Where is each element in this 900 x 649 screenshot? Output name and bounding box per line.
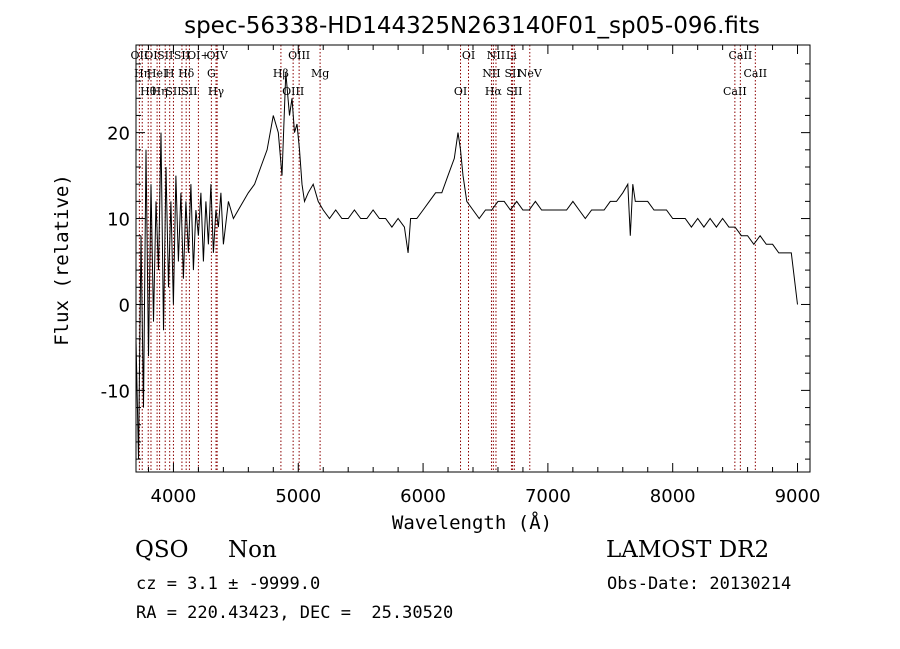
- line-marker-label: Li: [506, 49, 517, 62]
- x-tick-label: 9000: [775, 486, 821, 507]
- line-marker-label: SII: [181, 85, 197, 98]
- line-marker-label: OI+: [187, 49, 210, 62]
- line-marker-label: HeI: [147, 67, 167, 80]
- y-tick-label: 0: [119, 295, 130, 316]
- line-marker-label: CaII: [729, 49, 753, 62]
- x-axis-label: Wavelength (Å): [392, 511, 552, 534]
- line-marker-label: OIII: [288, 49, 310, 62]
- plot-frame: [135, 44, 811, 473]
- y-axis-label: Flux (relative): [51, 174, 73, 346]
- line-marker-label: H: [165, 67, 175, 80]
- survey-label: LAMOST DR2: [606, 537, 770, 563]
- axis-ticks: [136, 45, 810, 472]
- y-tick-label: 20: [107, 124, 130, 145]
- chart-title: spec-56338-HD144325N263140F01_sp05-096.f…: [184, 13, 760, 39]
- spectrum-line: [135, 72, 798, 460]
- line-marker-labels: OIIHηHθOIHeIHηSIIHSIISIIHδSIIOI+GHγOIVHβ…: [131, 49, 768, 98]
- line-marker-label: Hδ: [178, 67, 195, 80]
- line-marker-label: Mg: [311, 67, 329, 80]
- line-marker-label: Hβ: [273, 67, 289, 80]
- line-marker-label: Hη: [151, 85, 167, 98]
- class-label: QSO: [135, 537, 189, 563]
- obs-date-line: Obs-Date: 20130214: [607, 574, 792, 594]
- line-marker-label: CaII: [723, 85, 747, 98]
- line-marker-label: NII: [487, 49, 505, 62]
- line-marker-label: SII: [165, 85, 181, 98]
- line-marker-label: SII: [174, 49, 190, 62]
- y-tick-label: -10: [101, 381, 130, 402]
- line-marker-label: OI: [454, 85, 467, 98]
- line-marker-label: SII: [504, 67, 520, 80]
- line-marker-label: OI: [462, 49, 475, 62]
- line-marker-label: G: [207, 67, 216, 80]
- axis-tick-labels: 4000 5000 6000 7000 8000 9000 -10 0 10 20: [101, 124, 821, 507]
- line-marker-label: OIV: [206, 49, 228, 62]
- line-marker-label: Hθ: [140, 85, 157, 98]
- line-marker-label: SII: [157, 49, 173, 62]
- redshift-line: cz = 3.1 ± -9999.0: [136, 574, 321, 594]
- line-markers: [138, 45, 756, 472]
- line-marker-label: Hα: [485, 85, 503, 98]
- line-marker-label: Hγ: [208, 85, 225, 98]
- coordinates-line: RA = 220.43423, DEC = 25.30520: [136, 603, 454, 623]
- x-tick-label: 5000: [275, 486, 321, 507]
- line-marker-label: SII: [506, 85, 522, 98]
- subclass-label: Non: [228, 537, 277, 563]
- line-marker-label: OI: [144, 49, 157, 62]
- x-tick-label: 4000: [151, 486, 197, 507]
- line-marker-label: Hη: [134, 67, 150, 80]
- line-marker-label: OII: [131, 49, 149, 62]
- x-tick-label: 7000: [525, 486, 571, 507]
- x-tick-label: 6000: [400, 486, 446, 507]
- x-tick-label: 8000: [650, 486, 696, 507]
- line-marker-label: CaII: [743, 67, 767, 80]
- line-marker-label: NII: [482, 67, 500, 80]
- y-tick-label: 10: [107, 210, 130, 231]
- line-marker-label: NeV: [518, 67, 543, 80]
